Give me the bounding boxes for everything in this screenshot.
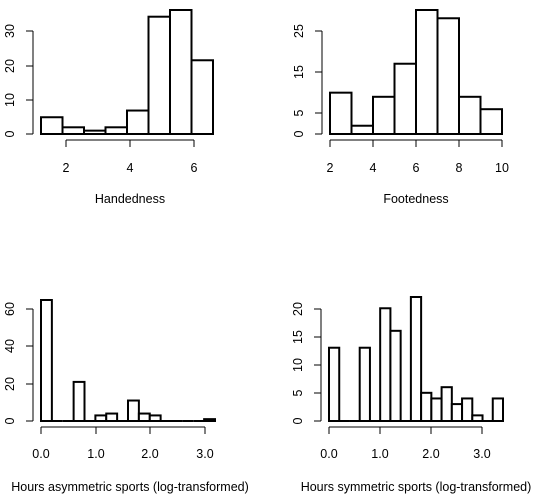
x-tick-label: 0.0 <box>32 447 49 461</box>
histogram-bar <box>420 391 433 422</box>
histogram-bar <box>328 346 341 422</box>
y-axis: 0 5 10 15 20 <box>291 302 322 424</box>
histogram-bar <box>203 418 216 422</box>
histogram-bar <box>148 414 162 422</box>
footedness-histogram: 2 4 6 8 10 0 5 15 25 Footedness <box>292 9 509 206</box>
histogram-bar <box>169 9 193 135</box>
histogram-bar <box>94 414 108 422</box>
x-tick-label: 4 <box>370 161 377 175</box>
histogram-bar <box>190 59 214 135</box>
y-tick-label: 30 <box>3 24 17 38</box>
histogram-bar <box>83 129 107 136</box>
x-tick-label: 0.0 <box>320 447 337 461</box>
y-tick-label: 15 <box>291 330 305 344</box>
histogram-bar <box>393 62 417 136</box>
y-tick-label: 40 <box>3 339 17 353</box>
y-tick-label: 20 <box>3 377 17 391</box>
y-tick-label: 15 <box>292 65 306 79</box>
bars <box>40 9 214 136</box>
x-tick-label: 3.0 <box>473 447 490 461</box>
x-tick-label: 6 <box>191 161 198 175</box>
histogram-bar <box>415 9 439 135</box>
histogram-bar <box>126 109 150 136</box>
x-tick-label: 3.0 <box>196 447 213 461</box>
x-axis-title: Handedness <box>95 192 165 206</box>
x-tick-label: 2.0 <box>422 447 439 461</box>
histogram-bar <box>409 296 423 422</box>
histogram-bar <box>479 108 503 135</box>
y-tick-label: 10 <box>3 93 17 107</box>
y-tick-label: 0 <box>3 417 17 424</box>
histogram-bar <box>379 307 392 423</box>
x-tick-label: 1.0 <box>371 447 388 461</box>
x-tick-label: 2 <box>327 161 334 175</box>
histogram-bar <box>372 95 396 136</box>
x-tick-label: 2 <box>63 161 70 175</box>
histogram-bar <box>440 386 453 423</box>
asymmetric-sports-histogram: 0.0 1.0 2.0 3.0 0 20 40 60 Hours asymmetric spor… <box>3 299 249 494</box>
histogram-bar <box>61 126 85 135</box>
histogram-bar <box>471 414 484 423</box>
x-tick-label: 2.0 <box>141 447 158 461</box>
y-tick-label: 10 <box>291 358 305 372</box>
histogram-bar <box>436 17 460 135</box>
histogram-bar <box>104 126 128 135</box>
y-tick-label: 5 <box>292 109 306 116</box>
y-tick-label: 5 <box>291 389 305 396</box>
histogram-bar <box>350 124 374 135</box>
x-tick-label: 4 <box>127 161 134 175</box>
histogram-bar <box>430 397 443 423</box>
histogram-bar <box>491 397 505 423</box>
y-tick-label: 20 <box>291 302 305 316</box>
y-tick-label: 0 <box>292 130 306 137</box>
y-tick-label: 60 <box>3 302 17 316</box>
histogram-bar <box>358 346 371 422</box>
bars <box>40 299 216 422</box>
x-axis: 2 4 6 <box>63 139 198 175</box>
histogram-bar <box>458 95 482 136</box>
y-axis: 0 5 15 25 <box>292 24 323 137</box>
x-tick-label: 1.0 <box>87 447 104 461</box>
histogram-bar <box>329 91 353 135</box>
y-tick-label: 0 <box>3 130 17 137</box>
x-axis-title: Footedness <box>383 192 448 206</box>
histogram-bar <box>127 399 140 422</box>
x-tick-label: 6 <box>413 161 420 175</box>
handedness-histogram: 2 4 6 0 10 20 30 Handedness <box>3 9 214 206</box>
histogram-bar <box>450 403 464 423</box>
histogram-bar <box>461 397 474 423</box>
symmetric-sports-histogram: 0.0 1.0 2.0 3.0 0 5 10 15 20 Hours symmetric spor… <box>291 296 532 494</box>
histogram-bar <box>40 299 53 422</box>
y-tick-label: 20 <box>3 59 17 73</box>
y-axis: 0 20 40 60 <box>3 302 34 424</box>
x-tick-label: 8 <box>456 161 463 175</box>
y-tick-label: 25 <box>292 24 306 38</box>
y-tick-label: 0 <box>291 417 305 424</box>
histogram-bar <box>147 15 171 135</box>
x-tick-label: 10 <box>495 161 509 175</box>
x-axis: 0.0 1.0 2.0 3.0 <box>320 426 491 461</box>
x-axis: 2 4 6 8 10 <box>327 139 509 175</box>
bars <box>329 9 503 136</box>
histogram-bar <box>72 380 86 422</box>
histogram-bar <box>389 329 402 422</box>
x-axis-title: Hours asymmetric sports (log-transformed… <box>11 480 249 494</box>
histogram-bar <box>105 412 119 422</box>
x-axis: 0.0 1.0 2.0 3.0 <box>32 426 214 461</box>
bars <box>328 296 505 423</box>
histogram-bar <box>40 116 64 135</box>
y-axis: 0 10 20 30 <box>3 24 34 137</box>
x-axis-title: Hours symmetric sports (log-transformed) <box>301 480 532 494</box>
histogram-bar <box>137 412 151 422</box>
